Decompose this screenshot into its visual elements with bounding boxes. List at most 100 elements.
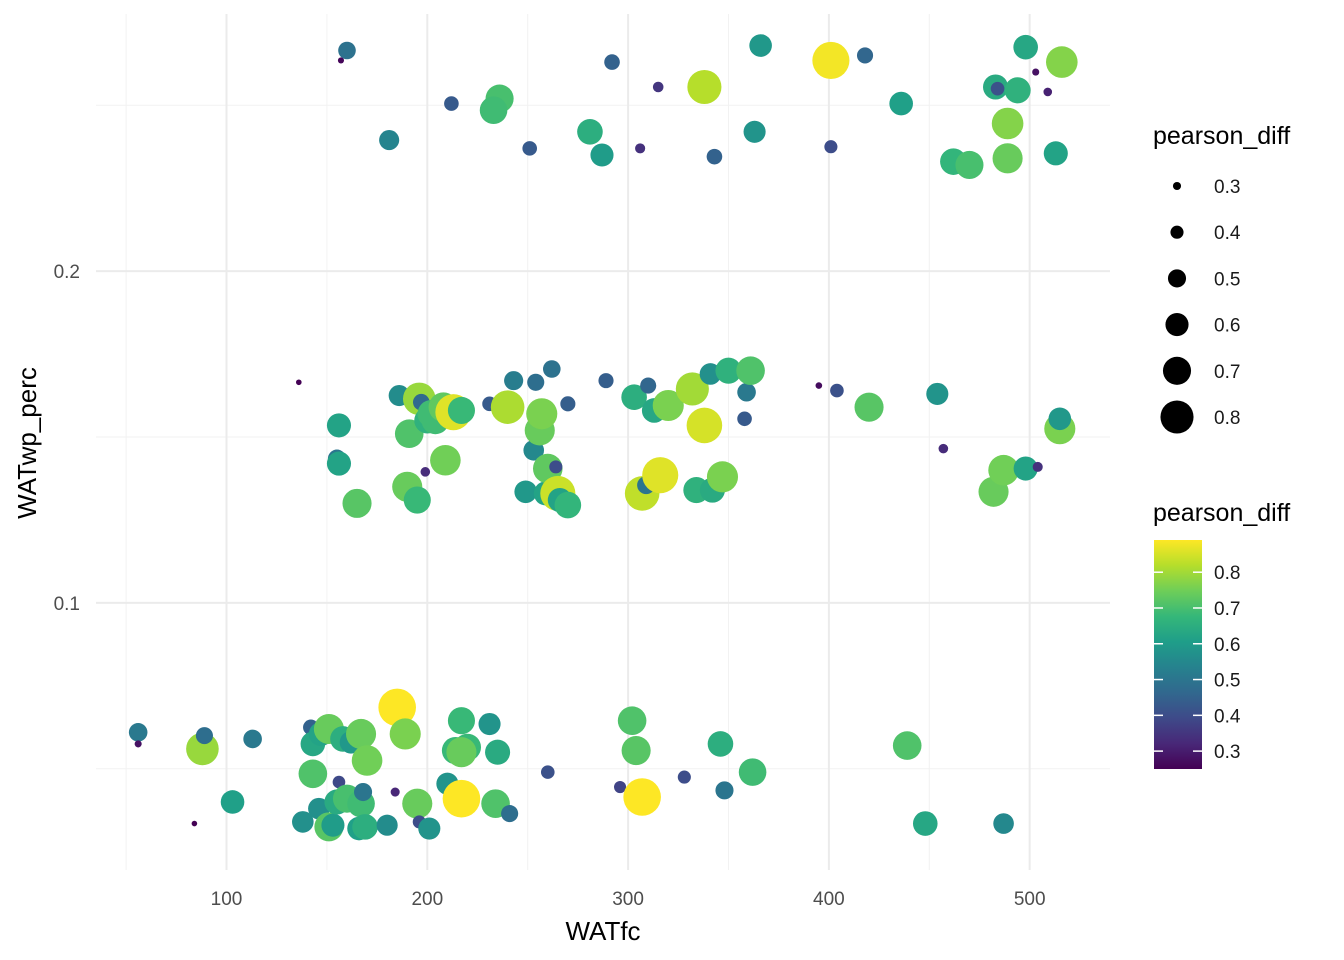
- data-point: [604, 54, 620, 70]
- data-point: [617, 706, 647, 735]
- x-axis-tick-labels: 100 200 300 400 500: [211, 889, 1046, 910]
- data-point: [338, 41, 356, 60]
- data-point: [337, 57, 345, 64]
- data-point: [652, 81, 664, 93]
- data-point: [134, 740, 142, 748]
- data-point: [856, 47, 874, 64]
- data-point: [485, 739, 511, 765]
- data-point: [352, 814, 378, 840]
- data-point: [938, 443, 949, 454]
- color-legend-bar: [1154, 540, 1202, 769]
- data-point: [447, 396, 475, 425]
- data-point: [351, 745, 383, 776]
- data-point: [749, 34, 772, 57]
- size-legend-key: [1162, 356, 1192, 385]
- data-point: [686, 407, 723, 444]
- data-point: [1032, 461, 1043, 472]
- data-point: [824, 140, 838, 154]
- data-point: [540, 765, 555, 779]
- data-point: [577, 118, 603, 145]
- data-point: [420, 467, 431, 477]
- size-legend-key: [1172, 181, 1182, 191]
- x-tick-label: 200: [411, 889, 443, 910]
- data-point: [1013, 456, 1038, 481]
- data-point: [1032, 68, 1040, 76]
- data-point: [1043, 141, 1068, 166]
- data-point: [992, 143, 1023, 174]
- data-point: [1048, 407, 1072, 431]
- data-point: [889, 91, 913, 116]
- data-point: [354, 782, 373, 802]
- data-point: [444, 96, 459, 111]
- size-legend: pearson_diff 0.3 0.4 0.5 0.6 0.7 0.8: [1153, 122, 1290, 434]
- data-point: [737, 382, 756, 402]
- color-legend-label: 0.3: [1214, 742, 1240, 763]
- data-point: [332, 775, 346, 789]
- data-point: [243, 729, 262, 749]
- data-point: [191, 820, 198, 827]
- data-point: [635, 143, 646, 154]
- color-legend-title: pearson_diff: [1153, 499, 1290, 527]
- data-point: [296, 379, 302, 386]
- size-legend-label: 0.4: [1214, 223, 1241, 244]
- data-point: [430, 444, 461, 476]
- data-points: [128, 34, 1078, 842]
- x-tick-label: 400: [813, 889, 845, 910]
- data-point: [522, 141, 538, 156]
- data-point: [379, 130, 400, 151]
- data-point: [389, 718, 421, 750]
- data-point: [652, 389, 684, 422]
- data-point: [490, 390, 525, 424]
- data-point: [403, 486, 431, 514]
- data-point: [446, 737, 477, 768]
- data-point: [526, 398, 558, 430]
- data-point: [442, 779, 481, 818]
- data-point: [195, 727, 213, 745]
- size-legend-label: 0.3: [1214, 177, 1240, 198]
- size-legend-label: 0.8: [1214, 408, 1240, 429]
- data-point: [737, 411, 752, 427]
- color-legend-label: 0.7: [1214, 599, 1240, 620]
- color-legend-label: 0.6: [1214, 635, 1240, 656]
- data-point: [376, 814, 398, 836]
- data-point: [418, 817, 441, 840]
- size-legend-label: 0.7: [1214, 362, 1240, 383]
- size-legend-key: [1167, 269, 1187, 288]
- data-point: [621, 384, 647, 411]
- data-point: [590, 143, 614, 167]
- data-point: [501, 805, 519, 823]
- size-legend-title: pearson_diff: [1153, 122, 1290, 150]
- data-point: [447, 707, 475, 735]
- data-point: [549, 460, 563, 474]
- data-point: [128, 723, 148, 742]
- data-point: [687, 69, 722, 105]
- data-point: [1046, 46, 1078, 78]
- data-point: [815, 382, 823, 389]
- data-point: [1043, 87, 1053, 97]
- data-point: [614, 781, 627, 794]
- y-tick-label: 0.1: [54, 594, 80, 615]
- data-point: [955, 150, 984, 180]
- x-tick-label: 500: [1014, 889, 1046, 910]
- size-legend-items: 0.3 0.4 0.5 0.6 0.7 0.8: [1160, 177, 1241, 434]
- x-tick-label: 100: [211, 889, 243, 910]
- data-point: [830, 383, 844, 398]
- size-legend-key: [1160, 400, 1194, 434]
- data-point: [298, 759, 328, 789]
- data-point: [707, 731, 734, 757]
- data-point: [926, 382, 949, 405]
- data-point: [991, 107, 1024, 140]
- data-point: [912, 811, 938, 836]
- data-point: [675, 372, 709, 406]
- data-point: [990, 81, 1005, 96]
- data-point: [390, 787, 400, 797]
- minor-gridlines: [96, 14, 1110, 870]
- data-point: [345, 718, 377, 750]
- data-point: [542, 360, 561, 378]
- data-point: [598, 373, 614, 389]
- data-point: [715, 781, 734, 800]
- data-point: [504, 371, 524, 391]
- data-point: [854, 392, 884, 422]
- y-axis-title: WATwp_perc: [12, 367, 42, 519]
